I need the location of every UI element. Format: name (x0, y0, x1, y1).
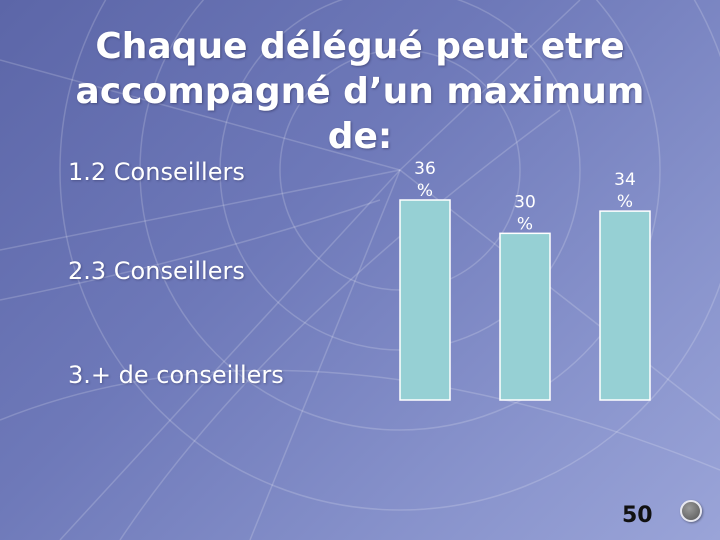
bar-2 (499, 232, 551, 401)
bar-label-3: 34% (614, 170, 636, 212)
option-1: 1.2 Conseillers (68, 158, 245, 186)
bar-label-2: 30% (514, 192, 536, 234)
circle-nav-button-icon[interactable] (680, 500, 702, 522)
bar-chart: 36 % 30 % 34% (399, 159, 651, 401)
slide-title: Chaque délégué peut etre accompagné d’un… (75, 26, 645, 157)
bar-3 (599, 210, 651, 401)
option-2: 2.3 Conseillers (68, 257, 245, 285)
bar-label-1: 36% (414, 159, 436, 201)
option-3: 3.+ de conseillers (68, 361, 284, 389)
bar-1 (399, 199, 451, 401)
page-number: 50 (622, 503, 653, 528)
